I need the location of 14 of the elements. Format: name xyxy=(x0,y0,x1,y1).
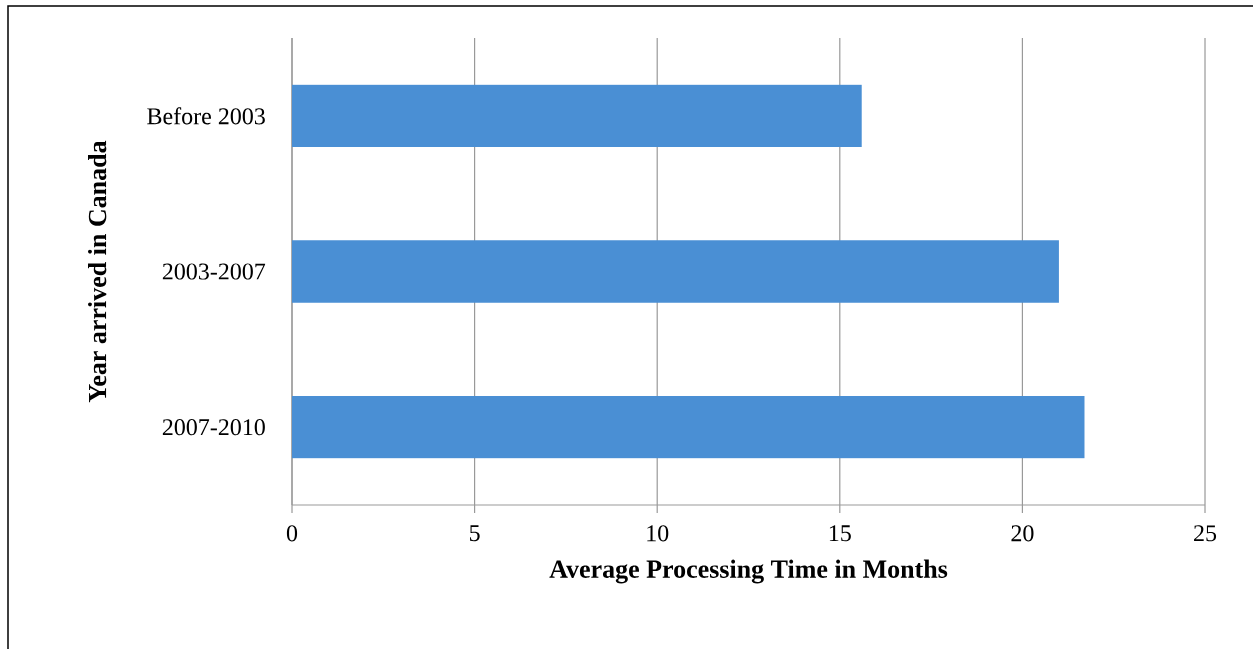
x-tick-label: 5 xyxy=(470,525,480,542)
x-tick-label: 15 xyxy=(829,525,851,542)
y-tick-label: 2003-2007 xyxy=(162,263,266,280)
bar xyxy=(292,396,1085,459)
y-axis-title: Year arrived in Canada xyxy=(88,140,107,403)
bar xyxy=(292,240,1059,303)
x-tick-label: 10 xyxy=(647,525,669,542)
x-axis-title: Average Processing Time in Months xyxy=(549,559,948,584)
bar xyxy=(292,84,862,147)
x-tick-label: 20 xyxy=(1011,525,1034,542)
y-tick-label: 2007-2010 xyxy=(162,419,265,436)
y-tick-label: Before 2003 xyxy=(147,107,265,125)
x-tick-label: 25 xyxy=(1194,525,1217,542)
x-tick-label: 0 xyxy=(286,525,298,542)
